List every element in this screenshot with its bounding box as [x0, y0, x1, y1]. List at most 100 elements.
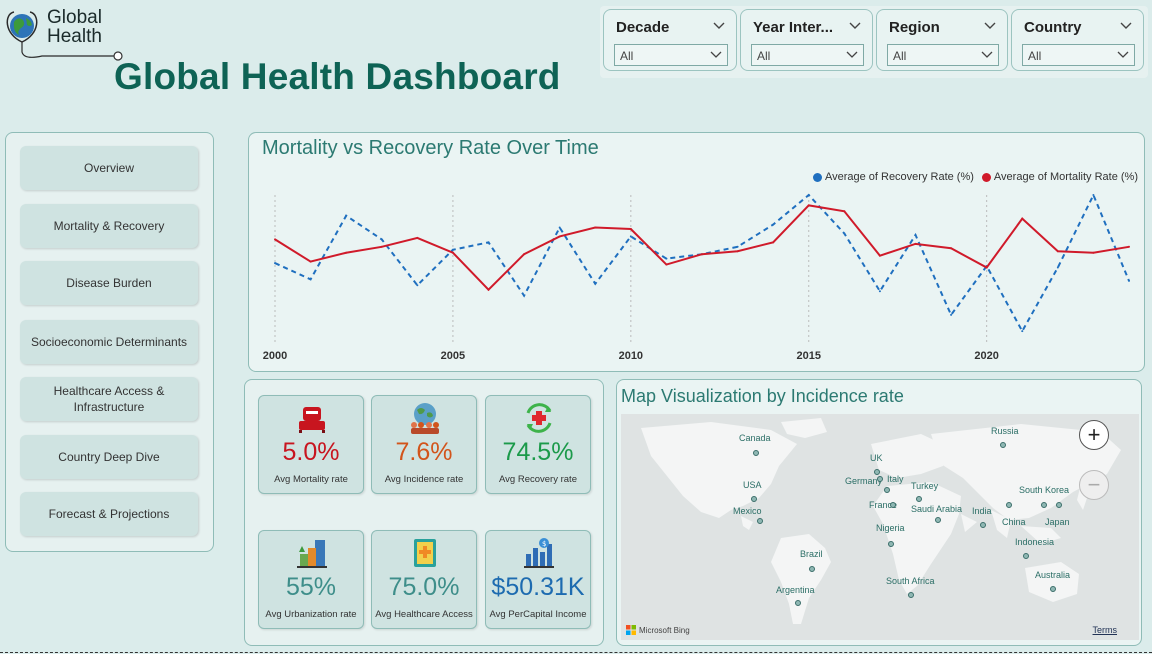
- map-pin[interactable]: [809, 566, 815, 572]
- slicer-dropdown[interactable]: All: [887, 44, 999, 66]
- kpi-mortality[interactable]: 5.0% Avg Mortality rate: [258, 395, 364, 494]
- recovery-point[interactable]: [274, 262, 276, 265]
- recovery-point[interactable]: [594, 282, 597, 285]
- map-pin[interactable]: [753, 450, 759, 456]
- recovery-point[interactable]: [1021, 330, 1024, 333]
- map-pin[interactable]: [935, 517, 941, 523]
- mortality-point[interactable]: [380, 245, 383, 248]
- nav-disease-burden[interactable]: Disease Burden: [20, 261, 198, 305]
- map-pin[interactable]: [874, 469, 880, 475]
- map-pin[interactable]: [884, 487, 890, 493]
- mortality-point[interactable]: [1021, 217, 1024, 220]
- nav-overview[interactable]: Overview: [20, 146, 198, 190]
- slicer-region[interactable]: Region All: [876, 9, 1008, 71]
- slicer-dropdown[interactable]: All: [751, 44, 864, 66]
- chevron-down-icon[interactable]: [1119, 19, 1133, 33]
- mortality-point[interactable]: [487, 288, 490, 291]
- zoom-out-button[interactable]: −: [1079, 470, 1109, 500]
- slicer-year-interval[interactable]: Year Inter... All: [740, 9, 873, 71]
- recovery-rate-line[interactable]: [274, 192, 1130, 334]
- mortality-point[interactable]: [701, 253, 703, 256]
- mortality-point[interactable]: [736, 250, 739, 253]
- kpi-urbanization[interactable]: 55% Avg Urbanization rate: [258, 530, 364, 629]
- recovery-point[interactable]: [665, 257, 668, 260]
- map-pin[interactable]: [1050, 586, 1056, 592]
- slicer-country[interactable]: Country All: [1011, 9, 1144, 71]
- mortality-point[interactable]: [629, 228, 632, 231]
- mortality-point[interactable]: [1056, 250, 1059, 253]
- kpi-incidence[interactable]: 7.6% Avg Incidence rate: [371, 395, 477, 494]
- recovery-point[interactable]: [523, 294, 526, 297]
- recovery-point[interactable]: [736, 245, 739, 248]
- mortality-point[interactable]: [878, 254, 881, 257]
- map-pin[interactable]: [795, 600, 801, 606]
- mortality-point[interactable]: [451, 251, 454, 254]
- map-pin[interactable]: [916, 496, 922, 502]
- mortality-point[interactable]: [950, 247, 953, 250]
- nav-healthcare-access[interactable]: Healthcare Access & Infrastructure: [20, 377, 198, 421]
- mortality-point[interactable]: [1128, 245, 1130, 248]
- zoom-in-button[interactable]: +: [1079, 420, 1109, 450]
- map-pin[interactable]: [751, 496, 757, 502]
- chevron-down-icon[interactable]: [712, 19, 726, 33]
- mortality-point[interactable]: [274, 238, 276, 241]
- mortality-point[interactable]: [985, 266, 988, 269]
- mortality-point[interactable]: [914, 242, 917, 245]
- mortality-point[interactable]: [665, 263, 668, 266]
- recovery-point[interactable]: [1056, 266, 1059, 269]
- recovery-point[interactable]: [629, 235, 632, 238]
- mortality-point[interactable]: [416, 236, 419, 239]
- mortality-point[interactable]: [345, 251, 348, 254]
- recovery-point[interactable]: [772, 223, 775, 226]
- map-pin[interactable]: [1056, 502, 1062, 508]
- chevron-down-icon[interactable]: [983, 19, 997, 33]
- recovery-point[interactable]: [451, 248, 454, 251]
- recovery-point[interactable]: [416, 284, 419, 287]
- recovery-point[interactable]: [878, 290, 881, 293]
- slicer-dropdown[interactable]: All: [1022, 44, 1135, 66]
- recovery-point[interactable]: [914, 233, 917, 236]
- mortality-point[interactable]: [1092, 251, 1095, 254]
- legend-item-recovery[interactable]: Average of Recovery Rate (%): [812, 171, 974, 183]
- world-map[interactable]: Canada Russia UK Germany Italy USA Turke…: [621, 414, 1139, 640]
- kpi-recovery[interactable]: 74.5% Avg Recovery rate: [485, 395, 591, 494]
- recovery-point[interactable]: [380, 238, 383, 241]
- recovery-point[interactable]: [843, 232, 846, 235]
- map-pin[interactable]: [888, 541, 894, 547]
- recovery-point[interactable]: [1092, 194, 1095, 196]
- nav-forecast[interactable]: Forecast & Projections: [20, 492, 198, 536]
- map-pin[interactable]: [1006, 502, 1012, 508]
- recovery-point[interactable]: [309, 278, 312, 281]
- slicer-decade[interactable]: Decade All: [603, 9, 737, 71]
- map-pin[interactable]: [908, 592, 914, 598]
- recovery-point[interactable]: [950, 313, 953, 316]
- nav-socioeconomic[interactable]: Socioeconomic Determinants: [20, 320, 198, 364]
- chevron-down-icon[interactable]: [848, 19, 862, 33]
- nav-country-deep-dive[interactable]: Country Deep Dive: [20, 435, 198, 479]
- map-pin[interactable]: [890, 502, 896, 508]
- mortality-point[interactable]: [558, 235, 561, 238]
- mortality-rate-line[interactable]: [274, 204, 1130, 292]
- mortality-point[interactable]: [772, 241, 775, 244]
- recovery-point[interactable]: [487, 241, 490, 244]
- mortality-point[interactable]: [843, 210, 846, 213]
- recovery-point[interactable]: [1128, 279, 1130, 282]
- recovery-point[interactable]: [807, 194, 810, 196]
- mortality-point[interactable]: [807, 204, 810, 207]
- mortality-point[interactable]: [309, 260, 312, 263]
- map-pin[interactable]: [1023, 553, 1029, 559]
- map-pin[interactable]: [1041, 502, 1047, 508]
- kpi-healthcare-access[interactable]: 75.0% Avg Healthcare Access: [371, 530, 477, 629]
- map-pin[interactable]: [757, 518, 763, 524]
- kpi-income[interactable]: $ $50.31K Avg PerCapital Income: [485, 530, 591, 629]
- line-chart[interactable]: 2000 2005 2010 2015 2020: [249, 133, 1144, 371]
- recovery-point[interactable]: [345, 214, 348, 217]
- mortality-point[interactable]: [523, 253, 526, 256]
- legend-item-mortality[interactable]: Average of Mortality Rate (%): [981, 171, 1138, 183]
- mortality-point[interactable]: [594, 226, 597, 229]
- terms-link[interactable]: Terms: [1092, 625, 1118, 635]
- slicer-dropdown[interactable]: All: [614, 44, 728, 66]
- map-pin[interactable]: [1000, 442, 1006, 448]
- nav-mortality-recovery[interactable]: Mortality & Recovery: [20, 204, 198, 248]
- map-pin[interactable]: [877, 476, 883, 482]
